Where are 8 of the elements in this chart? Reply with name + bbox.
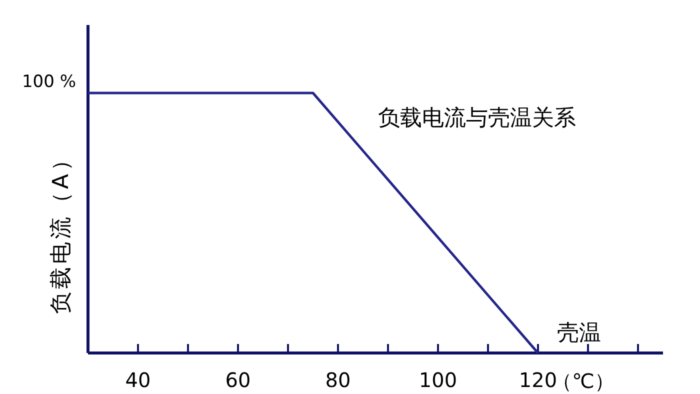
annotation: 100 %: [22, 72, 76, 92]
x-tick-label: 100: [418, 368, 458, 392]
text: 负载电流与壳温关系: [378, 106, 576, 131]
x-tick-label: 60: [225, 368, 251, 392]
y-axis-title: 负载电流（A）: [49, 146, 74, 314]
x-tick-label: 40: [125, 368, 151, 392]
x-tick-label: 80: [325, 368, 351, 392]
x-axis-title: 壳温: [557, 321, 601, 346]
